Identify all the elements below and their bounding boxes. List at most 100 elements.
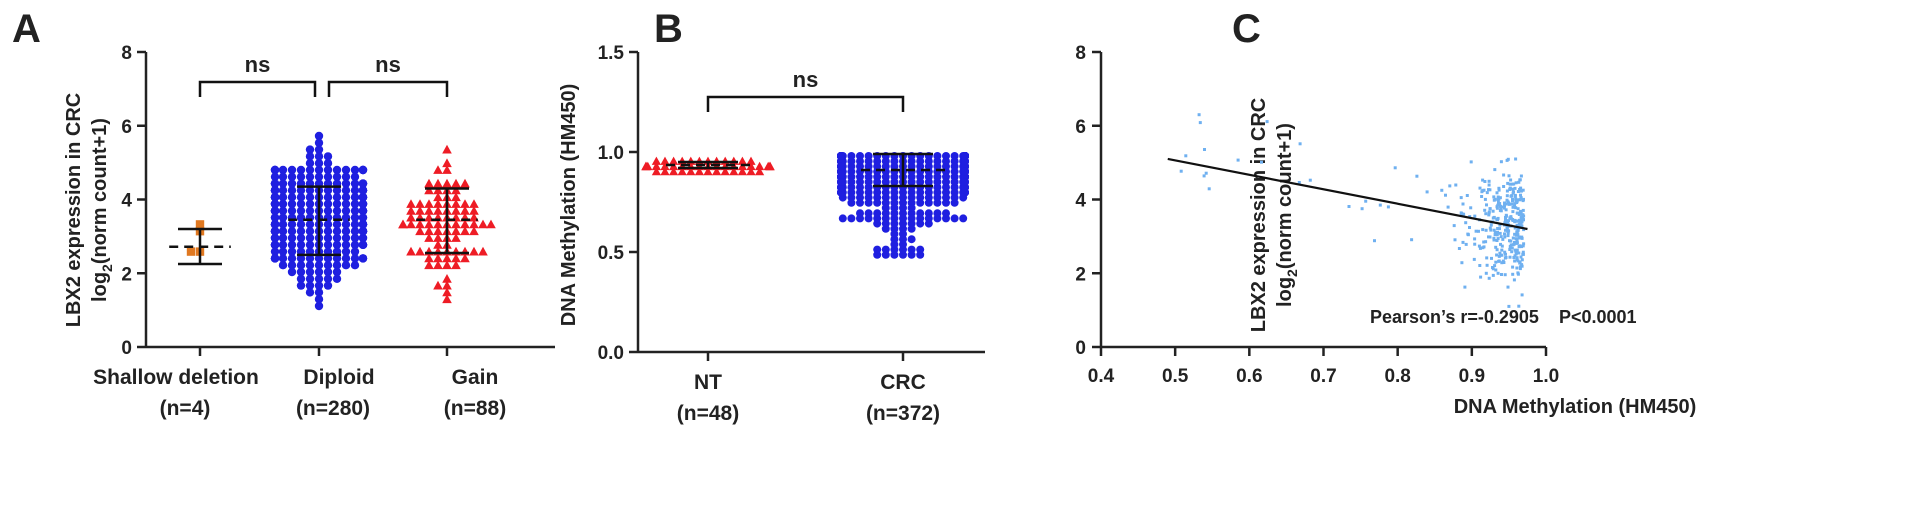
data-point xyxy=(195,220,205,229)
data-point xyxy=(746,167,756,176)
data-point xyxy=(442,294,452,304)
data-point xyxy=(1511,272,1515,276)
data-point xyxy=(323,261,333,270)
data-point xyxy=(1464,221,1468,225)
data-point xyxy=(959,193,968,202)
data-point xyxy=(460,226,470,236)
data-point xyxy=(933,209,942,218)
data-point xyxy=(1483,208,1487,212)
data-point xyxy=(270,199,280,209)
data-point xyxy=(287,267,297,277)
data-point xyxy=(1463,285,1467,289)
category-n-label: (n=48) xyxy=(677,402,739,425)
data-point xyxy=(287,261,297,270)
data-point xyxy=(1265,120,1269,124)
data-point xyxy=(1487,235,1490,239)
data-point xyxy=(305,152,315,161)
data-point xyxy=(1520,258,1524,262)
data-point xyxy=(341,240,351,249)
data-point xyxy=(424,178,434,188)
data-point xyxy=(350,227,360,236)
data-point xyxy=(270,254,280,263)
y-tick-label: 2 xyxy=(121,264,132,285)
panel-c-ylabel-line1: LBX2 expression in CRC xyxy=(1248,98,1270,333)
data-point xyxy=(847,198,856,207)
data-point xyxy=(1513,226,1517,230)
data-point xyxy=(287,220,297,229)
data-point xyxy=(1498,202,1502,205)
data-point xyxy=(433,165,443,174)
data-point xyxy=(186,247,196,256)
data-point xyxy=(323,199,333,209)
data-point xyxy=(1507,202,1511,206)
data-point xyxy=(296,220,306,229)
data-point xyxy=(1495,231,1499,235)
panel-c-ylabel-line2: log2(norm count+1) xyxy=(1274,123,1300,307)
data-point xyxy=(1516,233,1520,237)
data-point xyxy=(1202,174,1206,178)
data-point xyxy=(305,227,315,236)
data-point xyxy=(314,281,324,290)
data-point xyxy=(1507,304,1511,308)
data-point xyxy=(424,260,434,270)
data-point xyxy=(469,226,479,236)
data-point xyxy=(424,226,434,236)
data-point xyxy=(478,219,488,229)
data-point xyxy=(933,157,942,166)
data-point xyxy=(350,186,360,195)
data-point xyxy=(323,233,333,243)
data-point xyxy=(1500,273,1503,276)
data-point xyxy=(1510,202,1514,206)
data-point xyxy=(1505,194,1509,198)
data-point xyxy=(278,227,288,236)
data-point xyxy=(1378,203,1382,207)
data-point xyxy=(1473,242,1477,246)
x-tick-label: 0.9 xyxy=(1459,366,1485,387)
data-point xyxy=(1506,231,1510,235)
data-point xyxy=(1493,230,1497,234)
data-point xyxy=(961,178,969,186)
data-point xyxy=(1496,227,1500,230)
data-point xyxy=(270,172,280,181)
data-point xyxy=(1509,239,1513,243)
data-point xyxy=(1518,219,1522,223)
data-point xyxy=(1461,202,1465,206)
data-point xyxy=(1496,203,1500,207)
data-point xyxy=(323,220,333,229)
data-point xyxy=(1521,244,1525,248)
data-point xyxy=(278,172,288,181)
category-n-label: (n=372) xyxy=(866,402,940,425)
data-point xyxy=(433,192,443,202)
data-point xyxy=(350,213,360,222)
data-point xyxy=(1521,214,1525,218)
data-point xyxy=(1487,179,1491,183)
data-point xyxy=(341,165,351,175)
data-point xyxy=(1478,264,1482,267)
data-point xyxy=(1514,206,1518,210)
data-point xyxy=(460,219,470,229)
data-point xyxy=(341,261,351,270)
data-point xyxy=(1491,266,1494,269)
data-point xyxy=(899,204,907,212)
data-point xyxy=(350,165,360,175)
data-point xyxy=(1513,259,1517,263)
data-point xyxy=(270,213,280,222)
data-point xyxy=(460,178,470,188)
data-point xyxy=(1502,173,1506,177)
data-point xyxy=(1513,220,1517,224)
data-point xyxy=(1461,240,1465,244)
data-point xyxy=(660,156,670,165)
data-point xyxy=(881,245,890,254)
data-point xyxy=(314,288,324,297)
data-point xyxy=(1516,228,1520,232)
data-point xyxy=(1509,215,1513,219)
data-point xyxy=(1504,214,1508,218)
data-point xyxy=(1495,206,1499,210)
data-point xyxy=(873,198,882,207)
x-tick-label: 0.7 xyxy=(1310,366,1336,387)
data-point xyxy=(907,235,916,244)
data-point xyxy=(1481,178,1485,182)
data-point xyxy=(1516,190,1520,193)
data-point xyxy=(1514,197,1518,201)
data-point xyxy=(305,261,315,270)
